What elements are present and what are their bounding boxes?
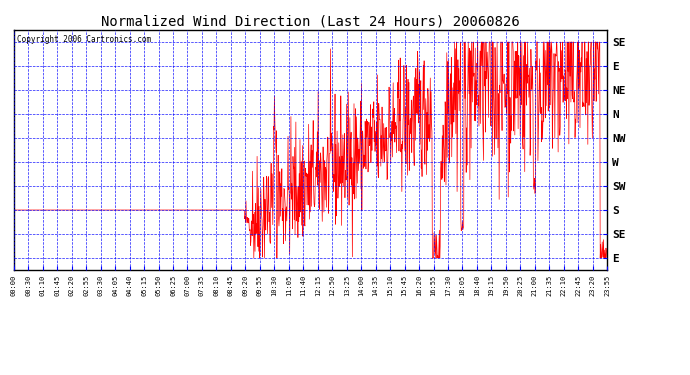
Title: Normalized Wind Direction (Last 24 Hours) 20060826: Normalized Wind Direction (Last 24 Hours… — [101, 15, 520, 29]
Text: Copyright 2006 Cartronics.com: Copyright 2006 Cartronics.com — [17, 35, 151, 44]
